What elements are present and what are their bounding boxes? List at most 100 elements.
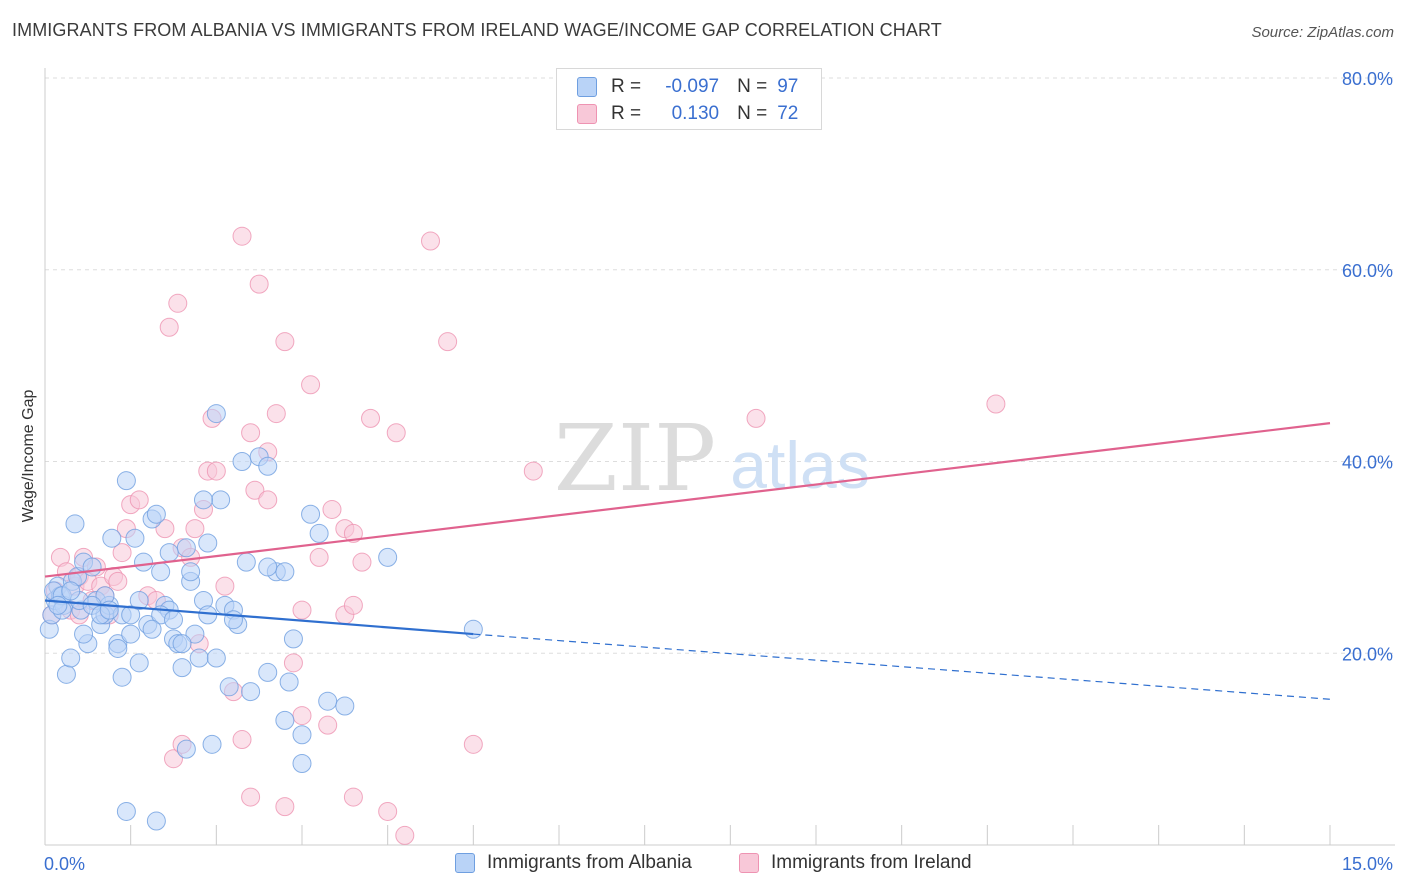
albania-point	[335, 696, 355, 716]
watermark-zip: ZIP	[554, 405, 716, 512]
albania-point	[65, 514, 85, 534]
ireland-point	[395, 825, 415, 845]
ireland-point	[159, 317, 179, 337]
ireland-point	[463, 734, 483, 754]
ireland-point	[185, 519, 205, 539]
albania-point	[219, 677, 239, 697]
ireland-point	[309, 547, 329, 567]
albania-point	[134, 552, 154, 572]
albania-point	[206, 404, 226, 424]
albania-point	[223, 610, 243, 630]
ireland-point	[283, 653, 303, 673]
ireland-point	[249, 274, 269, 294]
albania-point	[198, 605, 218, 625]
stats-legend: R = -0.097 N = 97 R = 0.130 N = 72	[556, 68, 822, 130]
r-label: R =	[611, 76, 642, 97]
albania-point	[181, 562, 201, 582]
albania-point	[378, 547, 398, 567]
albania-point	[146, 811, 166, 831]
legend-label-ireland: Immigrants from Ireland	[771, 852, 972, 873]
n-label: N =	[737, 103, 768, 124]
albania-point	[176, 538, 196, 558]
ireland-point	[258, 490, 278, 510]
stats-row-albania: R = -0.097 N = 97	[577, 74, 798, 100]
ireland-point	[343, 787, 363, 807]
albania-point	[198, 533, 218, 553]
albania-point	[258, 456, 278, 476]
ireland-point	[746, 408, 766, 428]
albania-point	[463, 619, 483, 639]
source-label: Source: ZipAtlas.com	[1251, 24, 1394, 41]
albania-swatch	[577, 77, 597, 97]
albania-point	[129, 653, 149, 673]
albania-point	[82, 557, 102, 577]
albania-point	[159, 543, 179, 563]
ireland-point	[164, 749, 183, 769]
albania-point	[292, 754, 312, 774]
stats-row-ireland: R = 0.130 N = 72	[577, 101, 798, 127]
y-tick-label: 80.0%	[1342, 69, 1393, 89]
r-value: 0.130	[671, 103, 720, 124]
ireland-point	[352, 552, 372, 572]
albania-point	[258, 557, 278, 577]
legend-item-albania[interactable]: Immigrants from Albania	[455, 852, 692, 874]
ireland-swatch	[577, 104, 597, 124]
ireland-point	[343, 595, 363, 615]
albania-point	[121, 605, 141, 625]
r-value: -0.097	[665, 76, 720, 97]
ireland-legend-swatch	[739, 853, 759, 873]
legend-item-ireland[interactable]: Immigrants from Ireland	[739, 852, 972, 874]
y-axis-title: Wage/Income Gap	[20, 390, 37, 523]
ireland-point	[232, 730, 252, 750]
albania-point	[102, 528, 122, 548]
n-label: N =	[737, 76, 768, 97]
albania-point	[56, 664, 76, 684]
albania-point	[125, 528, 145, 548]
n-value: 72	[777, 103, 799, 124]
albania-point	[258, 662, 278, 682]
y-tick-label: 40.0%	[1342, 453, 1393, 473]
albania-point	[121, 624, 141, 644]
albania-point	[99, 600, 119, 620]
ireland-point	[378, 801, 398, 821]
ireland-point	[108, 571, 128, 591]
x-tick-label: 15.0%	[1342, 854, 1393, 874]
albania-point	[172, 634, 192, 654]
ireland-point	[438, 332, 458, 352]
albania-point	[301, 504, 321, 524]
albania-point	[61, 648, 81, 668]
albania-point	[48, 595, 68, 615]
ireland-point	[292, 600, 312, 620]
albania-point	[236, 552, 256, 572]
albania-point	[116, 801, 136, 821]
ireland-point	[986, 394, 1006, 414]
albania-point	[279, 672, 299, 692]
ireland-point	[241, 423, 261, 443]
albania-point	[275, 562, 295, 582]
ireland-point	[241, 787, 261, 807]
albania-point	[172, 658, 192, 678]
ireland-point	[301, 375, 321, 395]
albania-point	[142, 619, 162, 639]
albania-legend-swatch	[455, 853, 475, 873]
albania-point	[116, 471, 136, 491]
albania-point	[108, 638, 128, 658]
ireland-point	[322, 499, 342, 519]
ireland-point	[386, 423, 406, 443]
ireland-point	[168, 293, 188, 313]
ireland-point	[215, 576, 235, 596]
albania-point	[206, 648, 226, 668]
r-label: R =	[611, 103, 642, 124]
legend-label-albania: Immigrants from Albania	[487, 852, 692, 873]
albania-point	[74, 624, 94, 644]
albania-point	[241, 682, 261, 702]
y-tick-label: 60.0%	[1342, 261, 1393, 281]
albania-trend-extension	[473, 633, 1331, 700]
ireland-point	[206, 461, 226, 481]
albania-point	[185, 624, 205, 644]
albania-point	[309, 523, 329, 543]
ireland-point	[361, 408, 381, 428]
albania-point	[202, 734, 222, 754]
albania-point	[164, 610, 183, 630]
